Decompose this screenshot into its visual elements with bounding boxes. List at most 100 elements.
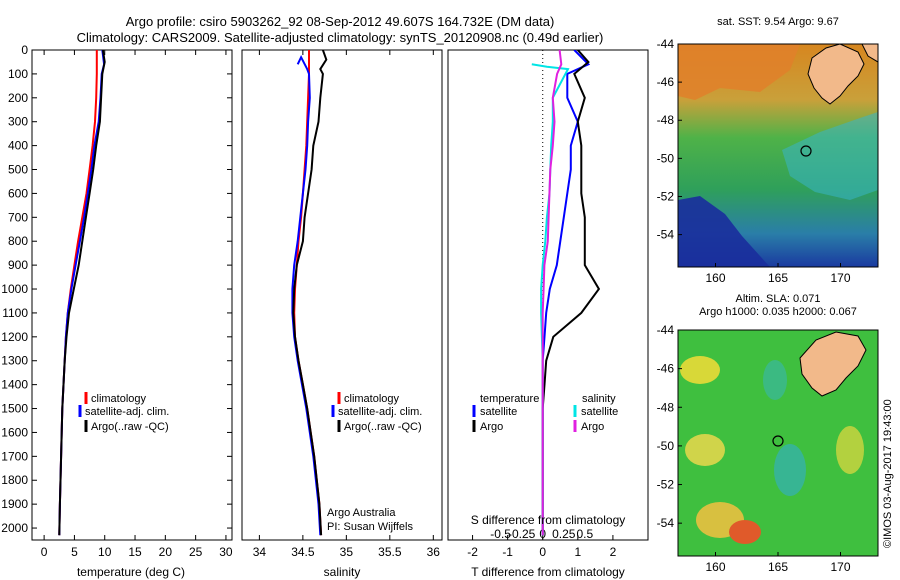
sst-map-title: sat. SST: 9.54 Argo: 9.67	[717, 16, 839, 28]
sla-profile-marker	[772, 435, 784, 447]
map-y-tick-label: -52	[657, 189, 675, 203]
sla-map-title-2: Argo h1000: 0.035 h2000: 0.067	[699, 306, 857, 318]
map-x-tick-label: 170	[830, 560, 850, 574]
sla-cyan-patch	[763, 360, 787, 400]
y-tick-label: 100	[8, 67, 28, 81]
y-tick-label: 800	[8, 234, 28, 248]
sla-land-new-zealand	[799, 331, 867, 397]
sla-cyan-patch	[774, 444, 806, 496]
salinity-axes	[241, 49, 443, 541]
sst-warm-patch	[678, 44, 800, 100]
legend-temperature-heading: temperature	[480, 393, 539, 405]
legend-label-climatology: climatology	[344, 393, 400, 405]
y-tick-label: 300	[8, 115, 28, 129]
map-y-tick-label: -50	[657, 439, 675, 453]
legend-label-climatology: climatology	[91, 393, 147, 405]
difference-xlabel-top: S difference from climatology	[471, 513, 626, 527]
x-tick-label: 5	[71, 545, 78, 559]
map-y-tick-label: -54	[657, 228, 675, 242]
legend-label-t-argo: Argo	[480, 421, 503, 433]
credit-line-1: Argo Australia	[327, 507, 396, 519]
sst-land-new-zealand	[807, 44, 865, 105]
map-x-tick-label: 160	[705, 560, 725, 574]
x2-tick-label: -0.25	[508, 527, 536, 541]
y-tick-label: 1500	[1, 402, 28, 416]
salinity-xlabel: salinity	[324, 565, 361, 579]
y-tick-label: 400	[8, 139, 28, 153]
temperature-ticks: 0 5 10 15 20 25 30	[41, 50, 233, 559]
x-tick-label: 36	[427, 545, 441, 559]
y-tick-label: 200	[8, 91, 28, 105]
sst-map: sat. SST: 9.54 Argo: 9.67 160 165 170 -44 -4…	[657, 16, 879, 285]
salinity-panel: 34 34.5 35 35.5 36 climatology satellite-adj…	[241, 49, 443, 579]
sla-yellow-patch	[680, 356, 720, 384]
y-tick-label: 1300	[1, 354, 28, 368]
y-tick-label: 900	[8, 258, 28, 272]
legend-label-argo: Argo(..raw -QC)	[91, 421, 169, 433]
series-line	[292, 50, 328, 536]
sla-map-ticks: 160 165 170 -44 -46 -48 -50 -52 -54	[657, 323, 851, 574]
legend-label-satellite: satellite-adj. clim.	[85, 406, 169, 418]
map-x-tick-label: 165	[768, 560, 788, 574]
x-tick-label: 34	[253, 545, 267, 559]
x-tick-label: -1	[502, 545, 513, 559]
x2-tick-label: 0.5	[576, 527, 593, 541]
sst-map-ticks: 160 165 170 -44 -46 -48 -50 -52 -54	[657, 37, 851, 285]
x-tick-label: 2	[610, 545, 617, 559]
x-tick-label: 25	[189, 545, 203, 559]
salinity-legend: climatology satellite-adj. clim. Argo(..…	[331, 392, 422, 433]
map-y-tick-label: -52	[657, 478, 675, 492]
sst-land-north	[861, 44, 878, 63]
map-y-tick-label: -48	[657, 400, 675, 414]
difference-lines	[531, 50, 601, 540]
figure-title: Argo profile: csiro 5903262_92 08-Sep-20…	[126, 14, 555, 29]
map-y-tick-label: -44	[657, 323, 675, 337]
x-tick-label: 1	[574, 545, 581, 559]
x-tick-label: 0	[41, 545, 48, 559]
sla-red-patch	[729, 520, 761, 544]
x-tick-label: 34.5	[291, 545, 315, 559]
map-x-tick-label: 165	[768, 271, 788, 285]
y-tick-label: 600	[8, 186, 28, 200]
legend-label-s-satellite: satellite	[581, 406, 618, 418]
salinity-ticks: 34 34.5 35 35.5 36	[253, 50, 441, 559]
legend-label-s-argo: Argo	[581, 421, 604, 433]
sla-map: Altim. SLA: 0.071 Argo h1000: 0.035 h200…	[657, 293, 879, 574]
credit-line-2: PI: Susan Wijffels	[327, 521, 413, 533]
series-line	[541, 50, 563, 536]
x-tick-label: 20	[159, 545, 173, 559]
y-tick-label: 1800	[1, 473, 28, 487]
y-tick-label: 0	[21, 43, 28, 57]
map-y-tick-label: -48	[657, 113, 675, 127]
y-tick-label: 1000	[1, 282, 28, 296]
legend-label-t-satellite: satellite	[480, 406, 517, 418]
temperature-legend: climatology satellite-adj. clim. Argo(..…	[78, 392, 169, 433]
x-tick-label: -2	[467, 545, 478, 559]
y-tick-label: 2000	[1, 521, 28, 535]
legend-label-argo: Argo(..raw -QC)	[344, 421, 422, 433]
sla-yellow-patch	[685, 434, 725, 466]
map-y-tick-label: -50	[657, 151, 675, 165]
map-x-tick-label: 160	[705, 271, 725, 285]
map-y-tick-label: -44	[657, 37, 675, 51]
sla-map-title-1: Altim. SLA: 0.071	[736, 293, 821, 305]
y-tick-label: 1400	[1, 378, 28, 392]
x-tick-label: 15	[128, 545, 142, 559]
x-tick-label: 0	[539, 545, 546, 559]
y-tick-label: 500	[8, 163, 28, 177]
x-tick-label: 35.5	[378, 545, 402, 559]
temperature-lines	[58, 50, 106, 536]
series-line	[58, 50, 106, 536]
x-tick-label: 30	[219, 545, 233, 559]
salinity-lines	[291, 50, 328, 536]
figure-subtitle: Climatology: CARS2009. Satellite-adjuste…	[77, 30, 604, 45]
y-tick-label: 1600	[1, 425, 28, 439]
sst-profile-marker	[800, 145, 812, 157]
sst-cyan-band	[782, 112, 878, 200]
map-y-tick-label: -46	[657, 75, 675, 89]
difference-legend: temperature salinity satellite Argo sate…	[472, 393, 618, 433]
x2-tick-label: -0.5	[490, 527, 511, 541]
sla-yellow-patch	[836, 426, 864, 474]
